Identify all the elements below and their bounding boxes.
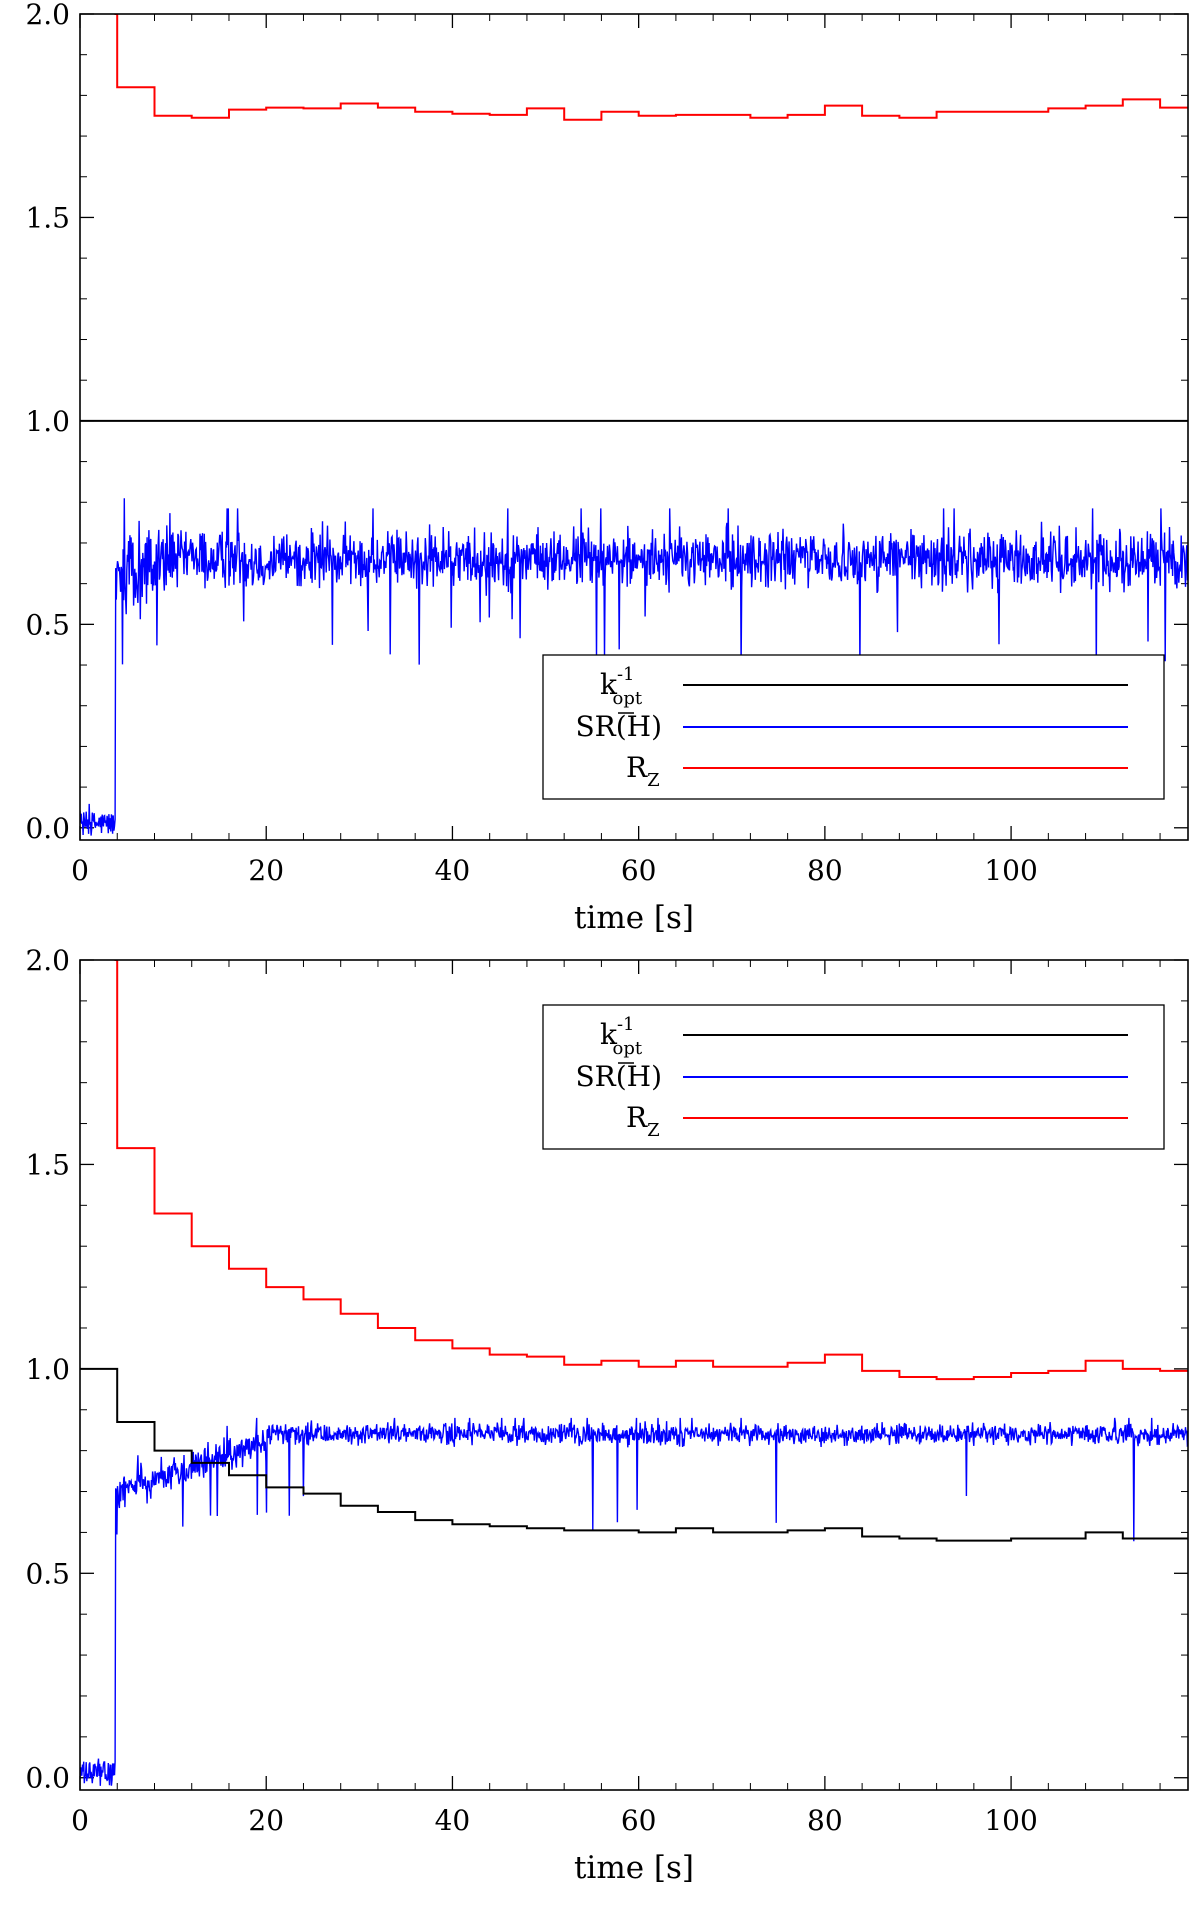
series-line-SR-H bbox=[80, 1417, 1188, 1786]
y-tick-label: 2.0 bbox=[25, 944, 70, 977]
legend-label-main: R bbox=[626, 751, 648, 784]
legend-label-sub: opt bbox=[613, 1038, 643, 1059]
series-line-R_Z bbox=[114, 960, 1188, 1381]
legend-label-k_opt^-1: k-1 opt bbox=[600, 1014, 643, 1059]
plot-frame bbox=[79, 959, 1189, 1791]
y-tick-label: 0.0 bbox=[25, 1762, 70, 1795]
x-axis-title: time [s] bbox=[574, 900, 694, 936]
series-group bbox=[80, 960, 1188, 1786]
legend-label-sup: -1 bbox=[617, 664, 635, 685]
series-line-R_Z bbox=[114, 14, 1188, 121]
x-tick-label: 20 bbox=[248, 1804, 284, 1837]
x-tick-label: 100 bbox=[984, 854, 1037, 887]
x-tick-label: 40 bbox=[435, 1804, 471, 1837]
x-tick-label: 80 bbox=[807, 854, 843, 887]
legend-label-k_opt^-1: k-1 opt bbox=[600, 664, 643, 709]
legend-label-R_Z: RZ bbox=[626, 1101, 660, 1141]
y-tick-label: 1.5 bbox=[25, 1148, 70, 1181]
x-tick-label: 80 bbox=[807, 1804, 843, 1837]
legend-label-sup: -1 bbox=[617, 1014, 635, 1035]
x-tick-label: 100 bbox=[984, 1804, 1037, 1837]
chart-panel-2: 0 20 40 60 80 100 0.0 0.5 1.0 1.5 2.0 time [s] k-1 op… bbox=[25, 944, 1189, 1886]
legend-label-sub: opt bbox=[613, 688, 643, 709]
x-axis-title: time [s] bbox=[574, 1850, 694, 1886]
y-tick-label: 1.0 bbox=[25, 1353, 70, 1386]
series-group bbox=[80, 14, 1188, 836]
series-line-SR-H bbox=[80, 498, 1188, 836]
series-line-k_opt^-1 bbox=[80, 1367, 1188, 1542]
legend-label-main: k bbox=[600, 1018, 618, 1051]
chart-panel-1: 0 20 40 60 80 100 0.0 0.5 1.0 1.5 2.0 time [s] k-1 op… bbox=[25, 0, 1189, 936]
x-tick-label: 0 bbox=[71, 854, 89, 887]
y-tick-label: 0.5 bbox=[25, 608, 70, 641]
y-tick-label: 1.5 bbox=[25, 201, 70, 234]
legend-label-SR(H): SR(H) bbox=[575, 1060, 662, 1093]
legend-label-R_Z: RZ bbox=[626, 751, 660, 791]
y-tick-label: 2.0 bbox=[25, 0, 70, 31]
y-tick-label: 0.0 bbox=[25, 812, 70, 845]
legend-label-SR(H): SR(H) bbox=[575, 710, 662, 743]
x-tick-label: 60 bbox=[621, 1804, 657, 1837]
x-tick-label: 40 bbox=[435, 854, 471, 887]
x-tick-label: 60 bbox=[621, 854, 657, 887]
y-tick-label: 1.0 bbox=[25, 405, 70, 438]
x-tick-label: 0 bbox=[71, 1804, 89, 1837]
plot-frame bbox=[79, 13, 1189, 841]
legend-label-sub: Z bbox=[647, 1120, 660, 1141]
legend-label-main: R bbox=[626, 1101, 648, 1134]
legend-label-sub: Z bbox=[647, 770, 660, 791]
x-tick-label: 20 bbox=[248, 854, 284, 887]
legend-label-main: k bbox=[600, 668, 618, 701]
y-tick-label: 0.5 bbox=[25, 1557, 70, 1590]
